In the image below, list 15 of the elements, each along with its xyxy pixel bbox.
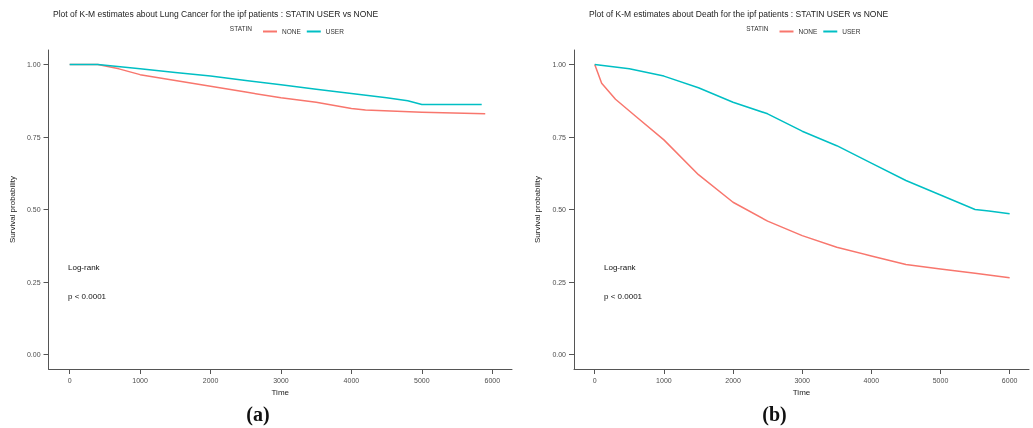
annotation: p < 0.0001 [604,291,643,301]
line-series [593,63,1011,215]
annotation: Log-rank [604,262,637,272]
line-series [593,63,1011,279]
y-axis-title: Survival probability [532,175,542,244]
chart-title: Plot of K-M estimates about Death for the ipf patients : STATIN USER vs NONE [589,8,889,19]
x-axis-title: Time [271,388,290,398]
text: (a) [246,403,270,426]
line-series [68,63,483,106]
x-axis-title: Time [792,388,811,398]
chart-title: Plot of K-M estimates about Lung Cancer for the ipf patients : STATIN USER vs NONE [53,8,379,19]
y-axis-title: Survival probability [7,175,17,244]
text: (b) [762,403,787,426]
annotation: p < 0.0001 [68,291,107,301]
annotation: Log-rank [68,262,101,272]
